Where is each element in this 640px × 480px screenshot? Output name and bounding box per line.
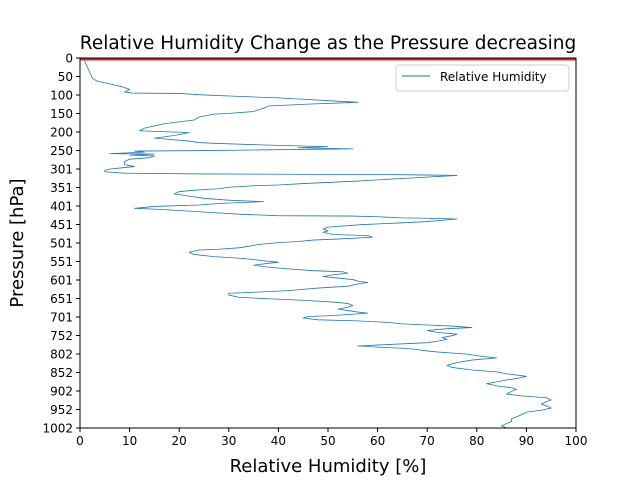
- y-tick-label: 451: [50, 218, 73, 232]
- x-tick-label: 90: [519, 434, 534, 448]
- y-tick-label: 902: [50, 385, 73, 399]
- y-tick-label: 150: [50, 107, 73, 121]
- legend-label: Relative Humidity: [440, 70, 547, 84]
- x-tick-label: 60: [370, 434, 385, 448]
- y-tick-label: 250: [50, 144, 73, 158]
- x-tick-label: 20: [172, 434, 187, 448]
- y-tick-label: 351: [50, 181, 73, 195]
- x-axis-title: Relative Humidity [%]: [230, 456, 427, 477]
- y-tick-label: 701: [50, 311, 73, 325]
- x-axis-ticks: 0 10 20 30 40 50 60 70 80 90 100: [76, 428, 587, 448]
- legend: Relative Humidity: [395, 64, 570, 92]
- series-line-relative-humidity: [82, 57, 552, 429]
- x-tick-label: 100: [565, 434, 588, 448]
- x-tick-label: 10: [122, 434, 137, 448]
- y-tick-label: 752: [50, 329, 73, 343]
- y-tick-label: 802: [50, 348, 73, 362]
- chart-title: Relative Humidity Change as the Pressure…: [80, 33, 576, 54]
- y-tick-label: 401: [50, 200, 73, 214]
- x-tick-label: 40: [271, 434, 286, 448]
- y-axis-title: Pressure [hPa]: [7, 178, 28, 307]
- x-tick-label: 50: [320, 434, 335, 448]
- y-tick-label: 651: [50, 292, 73, 306]
- x-tick-label: 70: [420, 434, 435, 448]
- y-tick-label: 952: [50, 403, 73, 417]
- y-tick-label: 301: [50, 163, 73, 177]
- legend-box: [395, 64, 570, 92]
- y-tick-label: 200: [50, 126, 73, 140]
- x-tick-label: 80: [469, 434, 484, 448]
- y-tick-label: 551: [50, 255, 73, 269]
- x-tick-label: 30: [221, 434, 236, 448]
- y-tick-label: 852: [50, 366, 73, 380]
- y-axis-ticks: 0 50 100 150 200 250 301 351 401 451 501 551 601 651 7…: [42, 52, 80, 436]
- plot-frame: [79, 57, 577, 429]
- y-tick-label: 601: [50, 274, 73, 288]
- y-tick-label: 50: [58, 70, 73, 84]
- y-tick-label: 1002: [42, 422, 73, 436]
- y-tick-label: 501: [50, 237, 73, 251]
- y-tick-label: 100: [50, 89, 73, 103]
- x-tick-label: 0: [76, 434, 84, 448]
- y-tick-label: 0: [65, 52, 73, 66]
